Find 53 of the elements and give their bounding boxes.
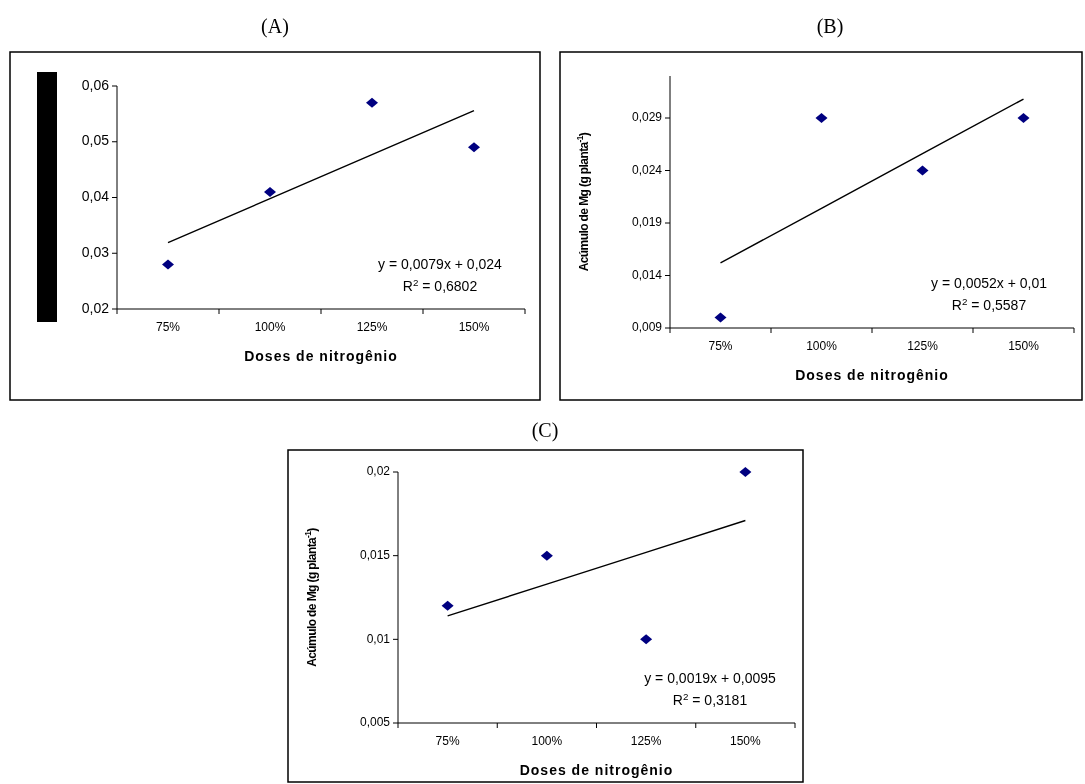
- annotation: y = 0,0052x + 0,01: [931, 275, 1048, 291]
- point: [468, 142, 480, 153]
- point: [739, 467, 752, 477]
- x-tick-label: 75%: [435, 734, 460, 748]
- x-tick-label: 125%: [630, 734, 662, 748]
- x-tick-label: 75%: [708, 339, 733, 353]
- point: [714, 312, 727, 323]
- annotation: R$^{2}$ = 0,3181: [672, 690, 748, 708]
- chart-title: (A): [261, 14, 289, 38]
- y-tick-label: 0,024: [631, 162, 663, 177]
- point: [162, 259, 174, 270]
- x-tick-label: 100%: [531, 734, 563, 748]
- y-tick-label: 0,01: [366, 631, 391, 646]
- y-tick-label: 0,014: [631, 267, 663, 282]
- y-tick-label: 0,03: [81, 243, 110, 260]
- point: [540, 550, 553, 561]
- point: [264, 186, 276, 197]
- x-tick-label: 150%: [1008, 339, 1040, 353]
- x-tick-label: 150%: [458, 320, 490, 334]
- line-series: [719, 98, 1025, 264]
- line-series: [167, 109, 475, 244]
- y-tick-label: 0,05: [81, 132, 110, 149]
- annotation: R$^{2}$ = 0,6802: [402, 276, 478, 294]
- point: [1017, 113, 1030, 123]
- chart-title: (C): [531, 418, 559, 442]
- x-tick-label: 100%: [254, 320, 286, 334]
- x-tick-label: 75%: [155, 320, 181, 334]
- x-axis-title: Doses de nitrogênio: [519, 762, 674, 778]
- annotation: R$^{2}$ = 0,5587: [951, 295, 1027, 313]
- line-series: [446, 519, 747, 617]
- x-tick-label: 150%: [730, 734, 762, 748]
- point: [441, 600, 454, 611]
- point: [815, 113, 828, 123]
- x-axis-title: Doses de nitrogênio: [244, 348, 398, 364]
- point: [916, 165, 929, 176]
- x-tick-label: 125%: [907, 339, 939, 353]
- y-tick-label: 0,02: [366, 464, 391, 479]
- y-tick-label: 0,06: [81, 76, 110, 93]
- y-tick-label: 0,015: [359, 547, 391, 562]
- point: [640, 634, 653, 645]
- point: [366, 97, 378, 108]
- x-tick-label: 125%: [356, 320, 388, 334]
- y-tick-label: 0,04: [81, 188, 110, 205]
- x-tick-label: 100%: [806, 339, 838, 353]
- y-tick-label: 0,009: [631, 320, 663, 335]
- y-tick-label: 0,02: [81, 299, 110, 316]
- x-axis-title: Doses de nitrogênio: [795, 367, 949, 383]
- y-tick-label: 0,029: [631, 110, 663, 125]
- y-tick-label: 0,019: [631, 215, 663, 230]
- annotation: y = 0,0019x + 0,0095: [644, 670, 776, 686]
- chart-title: (B): [816, 14, 844, 38]
- y-tick-label: 0,005: [359, 715, 391, 730]
- annotation: y = 0,0079x + 0,024: [378, 256, 503, 272]
